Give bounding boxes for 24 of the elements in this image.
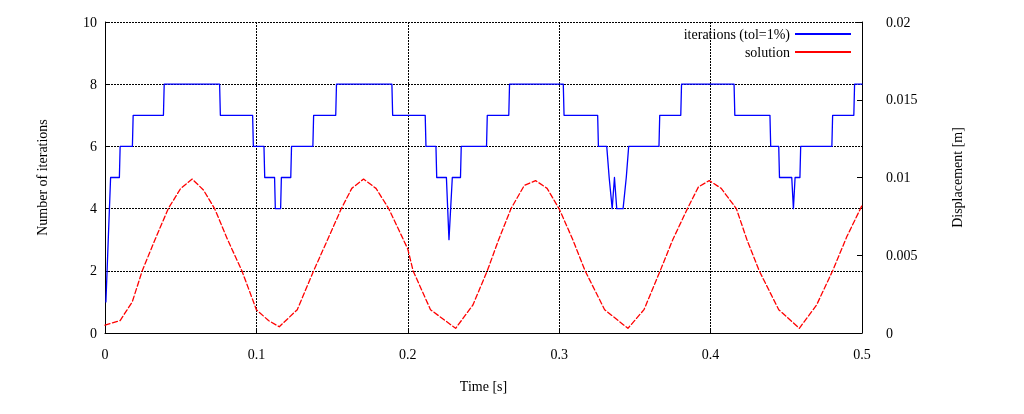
y-axis-title: Number of iterations (34, 119, 50, 236)
y2-tick-label: 0 (886, 325, 893, 341)
y2-tick-label: 0.015 (886, 92, 918, 108)
y2-tick-label: 0.01 (886, 170, 911, 185)
y2-tick-label: 0.02 (886, 14, 911, 30)
y2-tick-label: 0.005 (886, 247, 918, 263)
x-tick-label: 0.1 (247, 346, 266, 362)
y-tick-label: 6 (90, 138, 97, 154)
y-tick-label: 2 (90, 263, 97, 279)
line-series (105, 83, 863, 303)
legend-label: iterations (tol=1%) (683, 26, 791, 43)
x-tick-label: 0.2 (399, 346, 417, 362)
x-tick-label: 0.4 (701, 346, 720, 362)
y-tick-label: 0 (90, 325, 97, 341)
x-tick-label: 0.3 (550, 346, 568, 362)
line-series (104, 178, 863, 329)
y-tick-label: 10 (83, 14, 97, 30)
legend-label: solution (744, 44, 790, 60)
x-axis-title: Time [s] (459, 378, 508, 394)
x-tick-label: 0.5 (853, 346, 871, 362)
y2-axis-title: Displacement [m] (949, 127, 965, 228)
x-tick-label: 0 (101, 346, 109, 362)
y-tick-label: 4 (90, 201, 97, 217)
y-tick-label: 8 (90, 76, 97, 92)
